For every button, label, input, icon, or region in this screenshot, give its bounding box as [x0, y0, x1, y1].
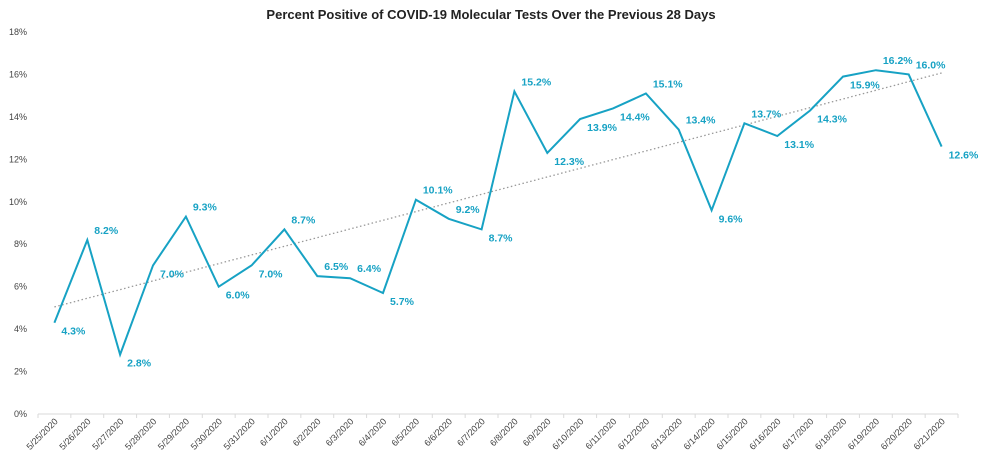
data-label: 2.8% — [127, 358, 152, 370]
data-label: 13.4% — [686, 115, 716, 127]
data-label: 12.6% — [949, 150, 979, 162]
y-tick-label: 14% — [9, 112, 27, 122]
x-tick-label: 6/15/2020 — [714, 416, 749, 451]
data-label: 7.0% — [259, 268, 284, 280]
x-tick-label: 6/11/2020 — [584, 416, 619, 451]
x-tick-label: 6/14/2020 — [682, 416, 717, 451]
x-tick-label: 6/5/2020 — [389, 416, 421, 448]
data-label: 6.5% — [324, 261, 349, 273]
x-tick-label: 5/26/2020 — [57, 416, 92, 451]
y-tick-label: 18% — [9, 27, 27, 37]
data-label: 8.2% — [94, 225, 119, 237]
x-tick-label: 5/30/2020 — [189, 416, 224, 451]
trendline — [54, 72, 942, 308]
trendline-group — [54, 72, 942, 308]
x-tick-label: 5/25/2020 — [24, 416, 59, 451]
x-tick-label: 6/16/2020 — [747, 416, 782, 451]
data-labels-group: 4.3% 8.2% 2.8% 7.0% 9.3% 6.0% 7.0% 8.7% 6.5% 6.4%… — [61, 55, 979, 369]
x-tick-label: 6/6/2020 — [422, 416, 454, 448]
series-line — [53, 69, 943, 358]
x-tick-label: 6/17/2020 — [780, 416, 815, 451]
data-label: 13.9% — [587, 122, 617, 134]
y-tick-label: 12% — [9, 154, 27, 164]
data-label: 14.3% — [817, 114, 847, 126]
x-tick-label: 5/27/2020 — [90, 416, 125, 451]
data-label: 16.2% — [883, 55, 913, 67]
data-label: 5.7% — [390, 296, 415, 308]
data-label: 10.1% — [423, 185, 453, 197]
x-tick-label: 6/8/2020 — [488, 416, 520, 448]
x-tick-label: 6/1/2020 — [258, 416, 290, 448]
data-label: 15.9% — [850, 80, 880, 92]
y-tick-label: 6% — [14, 282, 27, 292]
x-tick-label: 6/13/2020 — [649, 416, 684, 451]
data-label: 15.1% — [653, 79, 683, 91]
y-tick-label: 2% — [14, 367, 27, 377]
data-label: 6.4% — [357, 263, 382, 275]
data-label: 9.2% — [456, 204, 481, 216]
x-tick-label: 6/12/2020 — [616, 416, 651, 451]
data-label: 8.7% — [291, 214, 316, 226]
x-tick-label: 6/20/2020 — [879, 416, 914, 451]
x-tick-label: 6/9/2020 — [521, 416, 553, 448]
x-tick-label: 6/19/2020 — [846, 416, 881, 451]
data-label: 9.3% — [193, 202, 218, 214]
x-tick-label: 5/29/2020 — [156, 416, 191, 451]
data-label: 8.7% — [489, 232, 514, 244]
x-tick-label: 6/18/2020 — [813, 416, 848, 451]
x-tick-label: 5/31/2020 — [222, 416, 257, 451]
x-tick-label: 5/28/2020 — [123, 416, 158, 451]
x-tick-label: 6/2/2020 — [291, 416, 323, 448]
y-tick-label: 0% — [14, 409, 27, 419]
y-tick-label: 16% — [9, 69, 27, 79]
y-tick-label: 10% — [9, 197, 27, 207]
data-label: 14.4% — [620, 111, 650, 123]
data-label: 12.3% — [554, 156, 584, 168]
data-label: 15.2% — [521, 76, 551, 88]
data-label: 9.6% — [719, 213, 744, 225]
axes: 0% 2% 4% 6% 8% 10% 12% 14% 16% 18% 5/25/20205/26/2… — [9, 27, 959, 452]
x-tick-label: 6/10/2020 — [550, 416, 585, 451]
y-tick-label: 8% — [14, 239, 27, 249]
data-label: 13.1% — [784, 139, 814, 151]
data-label: 7.0% — [160, 268, 185, 280]
x-tick-label: 6/4/2020 — [357, 416, 389, 448]
x-tick-label: 6/21/2020 — [912, 416, 947, 451]
data-label: 13.7% — [751, 108, 781, 120]
x-tick-label: 6/3/2020 — [324, 416, 356, 448]
chart-title: Percent Positive of COVID-19 Molecular T… — [266, 7, 716, 22]
y-tick-label: 4% — [14, 324, 27, 334]
data-label: 6.0% — [226, 290, 251, 302]
series-line-group — [53, 69, 943, 358]
data-label: 16.0% — [916, 59, 946, 71]
x-tick-label: 6/7/2020 — [455, 416, 487, 448]
data-label: 4.3% — [61, 326, 86, 338]
